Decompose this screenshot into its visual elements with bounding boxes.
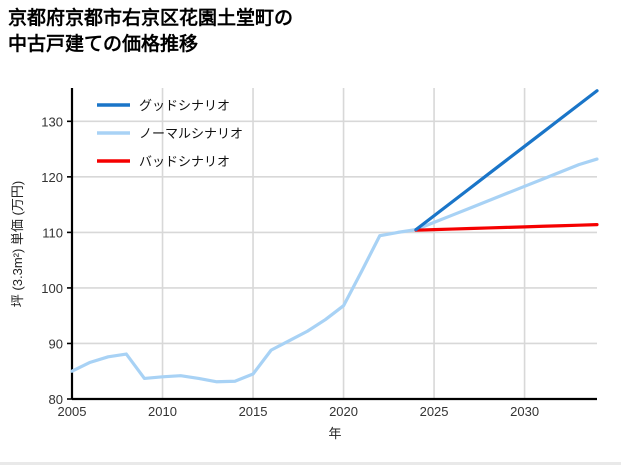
horizontal-gridlines	[72, 120, 597, 345]
y-tick-label: 100	[41, 281, 63, 296]
y-tick-label: 90	[49, 336, 63, 351]
series-line-バッドシナリオ	[414, 223, 599, 232]
series-line-ノーマルシナリオ	[70, 157, 599, 384]
series-lines	[70, 89, 599, 384]
legend-label-0: グッドシナリオ	[139, 98, 230, 113]
x-tick-label: 2010	[148, 404, 177, 419]
bottom-divider	[0, 462, 621, 465]
x-tick-label: 2030	[510, 404, 539, 419]
y-tick-label: 120	[41, 170, 63, 185]
y-axis-title: 坪 (3.3m²) 単価 (万円)	[10, 181, 25, 307]
legend-label-2: バッドシナリオ	[139, 154, 230, 169]
x-tick-label: 2005	[58, 404, 87, 419]
y-axis-tick-labels: 80 90 100 110 120 130	[41, 114, 72, 407]
x-axis-tick-labels: 2005 2010 2015 2020 2025 2030	[58, 404, 540, 419]
series-line-グッドシナリオ	[414, 89, 599, 232]
y-tick-label: 110	[42, 225, 63, 240]
x-tick-label: 2020	[329, 404, 358, 419]
y-tick-label: 130	[41, 114, 63, 129]
x-tick-label: 2015	[239, 404, 268, 419]
x-tick-label: 2025	[420, 404, 449, 419]
y-tick-label: 80	[49, 392, 63, 407]
x-axis-title: 年	[328, 426, 341, 441]
vertical-gridlines	[161, 88, 526, 399]
legend-label-1: ノーマルシナリオ	[139, 126, 243, 141]
chart-title: 京都府京都市右京区花園土堂町の 中古戸建ての価格推移	[8, 8, 294, 55]
